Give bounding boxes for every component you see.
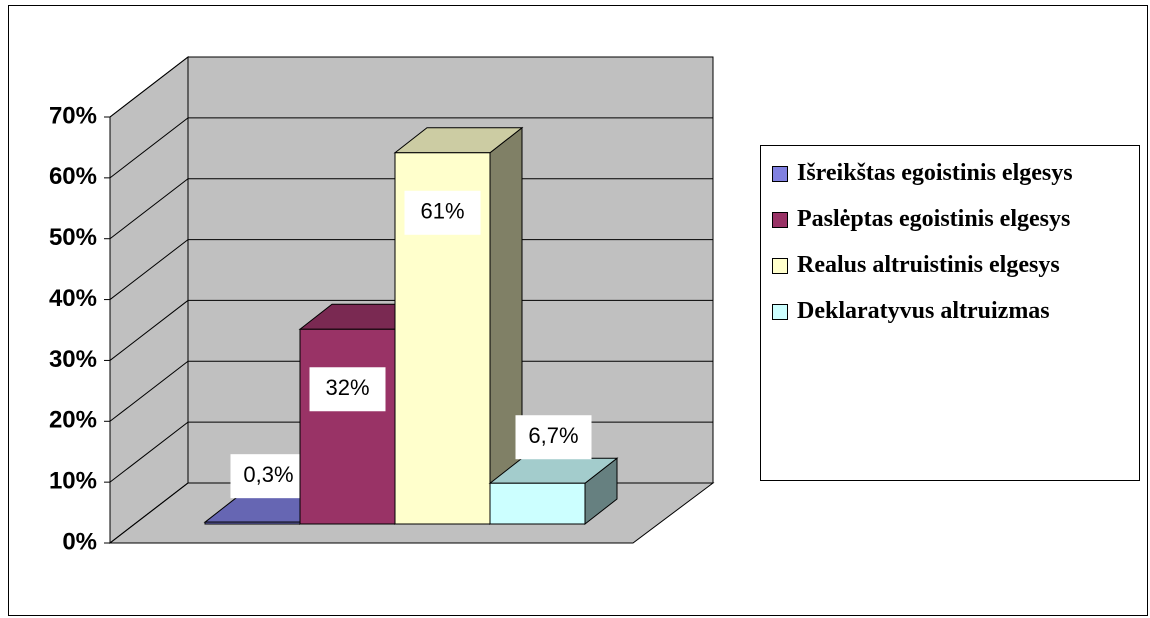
bar: [489, 482, 586, 525]
legend-entry: Paslėptas egoistinis elgesys: [772, 200, 1137, 238]
grid-line: [109, 56, 713, 118]
value-label: 32%: [325, 375, 369, 400]
y-tick-label: 50%: [49, 224, 97, 251]
y-tick-label: 40%: [49, 285, 97, 312]
legend-entry: Realus altruistinis elgesys: [772, 246, 1137, 284]
legend: Išreikštas egoistinis elgesys Paslėptas e…: [760, 145, 1140, 481]
y-tick-label: 20%: [49, 407, 97, 434]
y-tick-label: 10%: [49, 467, 97, 494]
y-tick-label: 70%: [49, 102, 97, 129]
value-label: 6,7%: [528, 423, 578, 448]
bar: [299, 328, 396, 525]
legend-label: Išreikštas egoistinis elgesys: [797, 160, 1073, 186]
legend-swatch: [772, 258, 788, 274]
value-label-box: [515, 415, 592, 460]
y-tick-label: 60%: [49, 163, 97, 190]
y-tick-label: 0%: [62, 528, 97, 555]
grid-line: [109, 239, 713, 300]
legend-entry: Deklaratyvus altruizmas: [772, 292, 1137, 330]
legend-swatch: [772, 212, 788, 228]
legend-swatch: [772, 166, 788, 182]
value-label-box: [309, 367, 386, 412]
grid-line: [109, 117, 713, 179]
legend-swatch: [772, 304, 788, 320]
grid-line: [109, 178, 713, 240]
side-wall: [109, 55, 189, 545]
grid-line: [109, 299, 713, 361]
value-label-box: [404, 190, 481, 235]
bar: [204, 521, 301, 525]
value-label-box: [230, 454, 307, 499]
legend-label: Realus altruistinis elgesys: [797, 252, 1060, 278]
legend-entry: Išreikštas egoistinis elgesys: [772, 154, 1137, 192]
value-label: 61%: [420, 199, 464, 224]
grid-line: [109, 360, 713, 422]
legend-label: Deklaratyvus altruizmas: [797, 298, 1050, 324]
y-tick-label: 30%: [49, 346, 97, 373]
value-label: 0,3%: [243, 462, 293, 487]
legend-label: Paslėptas egoistinis elgesys: [797, 206, 1071, 232]
